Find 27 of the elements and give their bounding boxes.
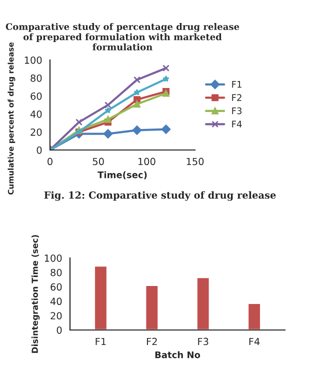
y-tick-label: 40 [30, 110, 42, 118]
y-tick-label: 0 [36, 146, 42, 154]
x-tick-label: F2 [146, 338, 157, 346]
y-tick-label: 60 [50, 283, 62, 291]
legend-label: F2 [232, 94, 242, 101]
legend-label: F3 [232, 107, 242, 114]
x-tick-label: 100 [138, 158, 156, 166]
caption: Fig. 12: Comparative study of drug release [44, 191, 276, 201]
x-axis-title: Time(sec) [98, 171, 147, 180]
y-tick-label: 80 [50, 268, 62, 276]
x-tick-label: F1 [96, 338, 106, 346]
x-tick-label: 50 [92, 158, 104, 166]
y-tick-label: 40 [50, 298, 62, 306]
x-tick-label: F3 [198, 338, 208, 346]
y-tick-label: 0 [56, 326, 62, 334]
x-axis-title: Batch No [155, 351, 200, 358]
x-tick-label: 150 [186, 158, 204, 166]
y-tick-label: 80 [30, 74, 42, 82]
legend-label: F4 [232, 120, 242, 128]
legend-label: F1 [232, 81, 242, 88]
x-tick-label: F4 [249, 338, 260, 346]
y-tick-label: 100 [24, 56, 42, 64]
y-tick-label: 100 [44, 254, 62, 262]
y-tick-label: 20 [50, 312, 62, 320]
y-axis-title: Disintegration Time (sec) [32, 235, 40, 353]
y-tick-label: 20 [30, 128, 42, 136]
y-tick-label: 60 [30, 92, 42, 100]
